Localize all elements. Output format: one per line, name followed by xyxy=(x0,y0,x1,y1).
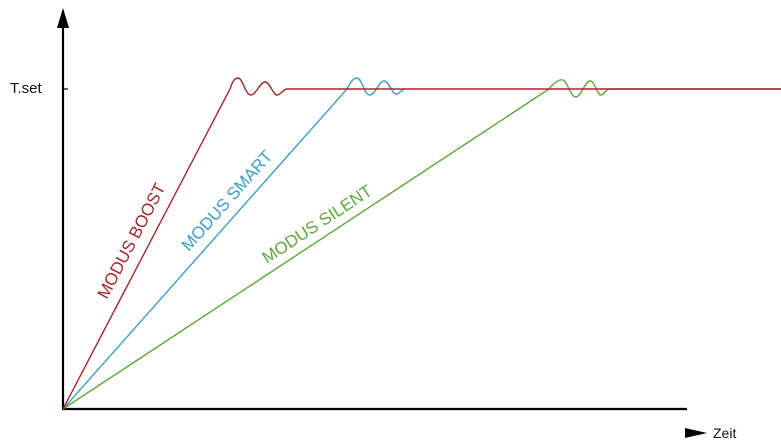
mode-silent-label: MODUS SILENT xyxy=(259,181,376,267)
mode-smart-label: MODUS SMART xyxy=(178,147,277,255)
x-axis-label-arrow xyxy=(685,428,707,438)
mode-smart-curve xyxy=(62,77,406,410)
y-axis-arrowhead xyxy=(57,8,69,28)
mode-boost-label: MODUS BOOST xyxy=(94,180,170,302)
y-axis-label: T.set xyxy=(10,80,43,97)
mode-boost-curve xyxy=(62,77,781,410)
x-axis-label: Zeit xyxy=(713,425,736,441)
mode-silent-curve xyxy=(62,79,781,410)
